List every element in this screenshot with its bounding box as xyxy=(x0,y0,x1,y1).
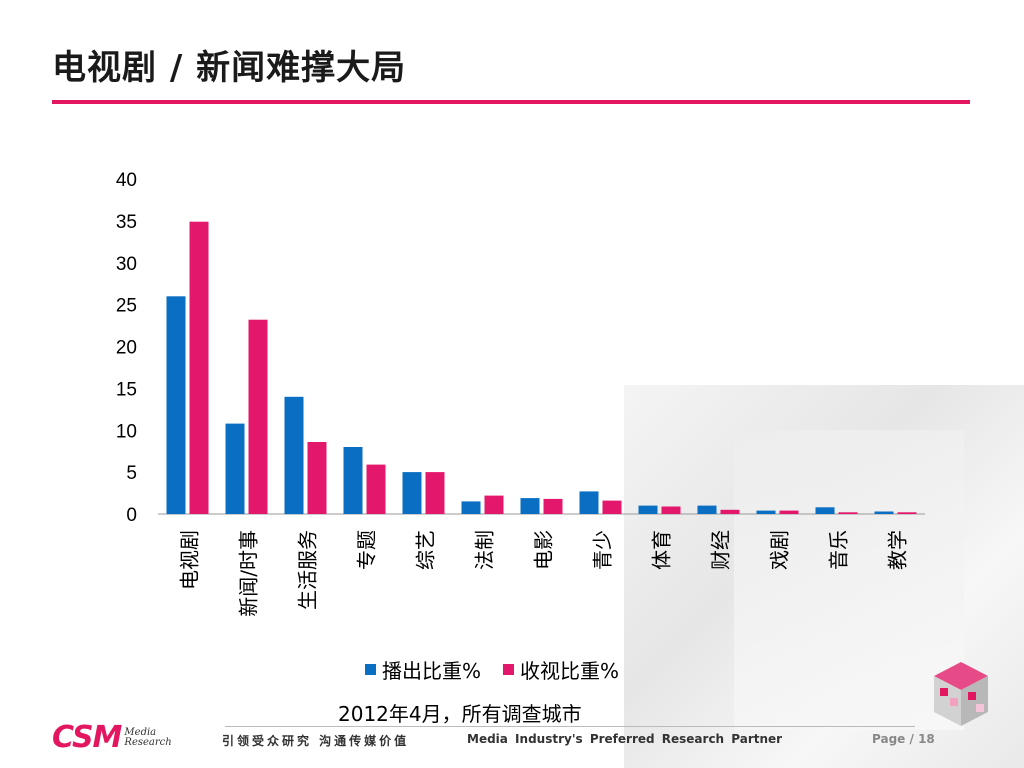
bar-broadcast-share xyxy=(815,507,835,514)
csm-logo: CSM Media Research xyxy=(52,720,172,755)
bar-viewing-share xyxy=(425,472,445,514)
y-tick-label: 15 xyxy=(116,379,137,400)
x-category-label: 电视剧 xyxy=(178,530,202,590)
bar-broadcast-share xyxy=(343,447,363,514)
chart-subtitle: 2012年4月，所有调查城市 xyxy=(338,702,582,726)
x-category-label: 青少 xyxy=(591,530,615,570)
title-divider xyxy=(52,100,970,104)
footer-slogan-en: Media Industry's Preferred Research Part… xyxy=(467,732,783,746)
bar-viewing-share xyxy=(661,506,681,514)
bar-viewing-share xyxy=(307,442,327,514)
y-tick-label: 25 xyxy=(116,296,137,317)
x-category-label: 戏剧 xyxy=(768,530,792,570)
x-category-label: 综艺 xyxy=(414,530,438,570)
bar-viewing-share xyxy=(189,221,209,514)
page-number: Page / 18 xyxy=(872,732,935,746)
bar-broadcast-share xyxy=(697,505,717,514)
bar-viewing-share xyxy=(897,512,917,514)
legend-swatch-broadcast xyxy=(365,664,376,675)
logo-sub-text: Media Research xyxy=(124,726,172,748)
footer-slogan-cn: 引领受众研究 沟通传媒价值 xyxy=(222,734,410,748)
legend-item-broadcast: 播出比重% xyxy=(365,655,481,684)
x-category-label: 体育 xyxy=(650,530,674,570)
bar-viewing-share xyxy=(366,464,386,514)
legend-label-viewing: 收视比重% xyxy=(520,659,620,683)
chart-legend: 播出比重% 收视比重% xyxy=(365,655,641,684)
page-num: 18 xyxy=(918,732,935,746)
logo-main-text: CSM xyxy=(52,720,122,755)
x-category-label: 生活服务 xyxy=(296,530,320,610)
x-category-label: 财经 xyxy=(709,530,733,570)
bar-broadcast-share xyxy=(874,511,894,514)
logo-sub-line-1: Media xyxy=(124,726,157,738)
x-category-label: 教学 xyxy=(886,530,910,570)
bar-broadcast-share xyxy=(402,472,422,514)
y-tick-label: 5 xyxy=(126,463,137,484)
bar-viewing-share xyxy=(484,495,504,514)
bar-viewing-share xyxy=(543,498,563,514)
bar-viewing-share xyxy=(602,500,622,514)
bar-broadcast-share xyxy=(520,498,540,514)
y-tick-label: 30 xyxy=(116,254,137,275)
cube-graphic xyxy=(934,662,988,726)
x-category-label: 新闻/时事 xyxy=(237,530,261,617)
x-category-label: 专题 xyxy=(355,530,379,570)
bar-viewing-share xyxy=(779,510,799,514)
y-tick-label: 0 xyxy=(126,505,137,526)
bar-broadcast-share xyxy=(284,396,304,515)
x-category-label: 音乐 xyxy=(827,530,851,570)
y-tick-label: 20 xyxy=(116,338,137,359)
slide-title: 电视剧 / 新闻难撑大局 xyxy=(52,48,407,88)
bar-broadcast-share xyxy=(756,510,776,514)
page-separator: / xyxy=(909,732,914,746)
bar-viewing-share xyxy=(720,509,740,514)
bar-broadcast-share xyxy=(638,505,658,514)
bar-broadcast-share xyxy=(461,501,481,514)
y-tick-label: 10 xyxy=(116,421,137,442)
x-category-label: 法制 xyxy=(473,530,497,570)
legend-swatch-viewing xyxy=(503,664,515,675)
footer-divider xyxy=(225,726,915,727)
y-tick-label: 35 xyxy=(116,212,137,233)
x-category-label: 电影 xyxy=(532,530,556,570)
legend-item-viewing: 收视比重% xyxy=(503,655,619,684)
bar-viewing-share xyxy=(838,512,858,514)
bar-broadcast-share xyxy=(225,423,245,514)
bar-broadcast-share xyxy=(579,491,599,514)
legend-label-broadcast: 播出比重% xyxy=(382,659,482,683)
background-graphic-highlight xyxy=(734,430,964,730)
bar-broadcast-share xyxy=(166,296,186,515)
bar-viewing-share xyxy=(248,319,268,514)
page-label: Page xyxy=(872,732,906,746)
y-tick-label: 40 xyxy=(116,170,137,191)
logo-sub-line-2: Research xyxy=(124,736,172,748)
